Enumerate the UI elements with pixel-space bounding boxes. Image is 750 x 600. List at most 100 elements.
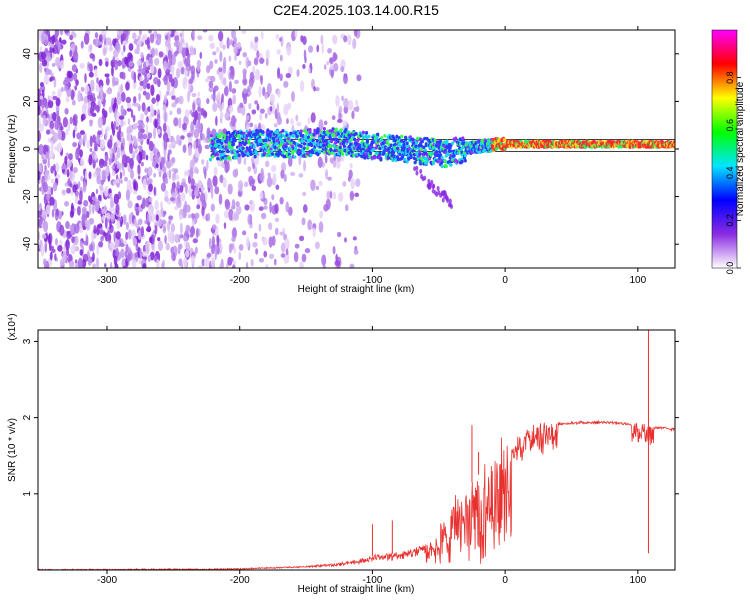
noise-blob: [349, 263, 355, 268]
noise-blob: [125, 231, 129, 240]
noise-blob: [72, 115, 76, 126]
noise-blob: [228, 243, 233, 254]
noise-blob: [198, 143, 203, 154]
noise-blob: [169, 197, 176, 202]
signal-blob: [318, 149, 322, 154]
noise-blob: [101, 169, 107, 177]
noise-blob: [129, 143, 133, 154]
noise-blob: [196, 73, 200, 78]
noise-blob: [148, 140, 154, 152]
spectrogram-marks: [38, 30, 675, 268]
noise-blob: [40, 51, 46, 60]
noise-blob: [268, 236, 273, 248]
noise-blob: [117, 91, 121, 97]
noise-blob: [259, 108, 265, 114]
signal-blob: [468, 140, 472, 145]
noise-blob: [193, 47, 197, 56]
noise-blob: [192, 238, 199, 244]
colorbar-label: Normalized spectral amplitude: [735, 81, 746, 216]
noise-blob: [72, 141, 78, 148]
noise-blob: [125, 96, 132, 104]
signal-tail-blob: [415, 170, 419, 176]
signal-blob: [266, 128, 270, 133]
signal-blob: [403, 157, 407, 162]
noise-blob: [210, 203, 215, 212]
noise-blob: [179, 214, 183, 221]
noise-blob: [79, 249, 83, 256]
noise-blob: [132, 32, 137, 40]
noise-blob: [298, 153, 302, 166]
signal-blob: [423, 136, 427, 141]
noise-blob: [151, 47, 156, 58]
noise-blob: [42, 114, 47, 126]
noise-blob: [39, 46, 43, 52]
noise-blob: [145, 154, 149, 161]
noise-blob: [247, 85, 253, 90]
noise-blob: [184, 109, 190, 118]
signal-blob: [290, 141, 294, 146]
noise-blob: [61, 39, 67, 45]
noise-blob: [269, 253, 275, 260]
noise-blob: [156, 128, 161, 135]
signal-blob: [234, 155, 238, 160]
snr-plot-area: [38, 330, 675, 570]
noise-blob: [140, 52, 144, 59]
noise-blob: [52, 163, 56, 172]
noise-blob: [206, 212, 211, 222]
noise-blob: [55, 162, 60, 173]
noise-blob: [206, 252, 212, 258]
signal-blob: [349, 142, 353, 147]
noise-blob: [113, 255, 118, 266]
signal-tail-blob: [441, 197, 445, 203]
noise-blob: [264, 93, 269, 100]
signal-blob: [218, 134, 222, 139]
noise-blob: [167, 152, 170, 162]
noise-blob: [52, 181, 58, 192]
signal-blob: [383, 133, 387, 138]
noise-blob: [137, 164, 141, 175]
signal-blob: [329, 144, 333, 148]
signal-blob: [245, 146, 249, 150]
noise-blob: [272, 173, 277, 185]
noise-blob: [299, 235, 305, 242]
noise-blob: [188, 78, 194, 85]
noise-blob: [126, 107, 132, 112]
noise-blob: [283, 174, 287, 183]
noise-blob: [126, 186, 131, 191]
noise-blob: [323, 64, 327, 70]
noise-blob: [50, 72, 54, 77]
noise-blob: [237, 191, 242, 197]
noise-blob: [168, 42, 172, 52]
signal-blob: [329, 139, 334, 144]
signal-blob: [288, 146, 292, 151]
noise-blob: [99, 138, 105, 149]
noise-blob: [39, 95, 44, 100]
noise-blob: [139, 30, 142, 36]
snr-panel: -300 -200 -100 0 100 1 2 3 Height of straight …: [7, 313, 679, 595]
signal-blob: [405, 141, 409, 146]
noise-blob: [98, 241, 104, 248]
noise-blob: [219, 111, 224, 120]
noise-blob: [208, 80, 214, 89]
snr-frame: [37, 329, 676, 571]
noise-blob: [175, 140, 181, 145]
noise-blob: [210, 244, 215, 255]
noise-blob: [247, 60, 252, 67]
noise-blob: [335, 253, 338, 263]
noise-blob: [111, 165, 115, 170]
noise-blob: [147, 178, 153, 185]
noise-blob: [273, 123, 278, 128]
noise-blob: [103, 110, 108, 119]
noise-blob: [262, 236, 268, 246]
noise-blob: [46, 193, 51, 202]
signal-blob: [434, 153, 438, 158]
noise-blob: [113, 193, 119, 205]
noise-blob: [238, 60, 242, 65]
noise-blob: [62, 117, 68, 128]
signal-blob: [412, 156, 416, 161]
signal-blob: [445, 139, 449, 144]
noise-blob: [201, 206, 205, 217]
noise-blob: [170, 223, 176, 233]
noise-blob: [254, 100, 259, 105]
signal-blob: [286, 136, 291, 141]
